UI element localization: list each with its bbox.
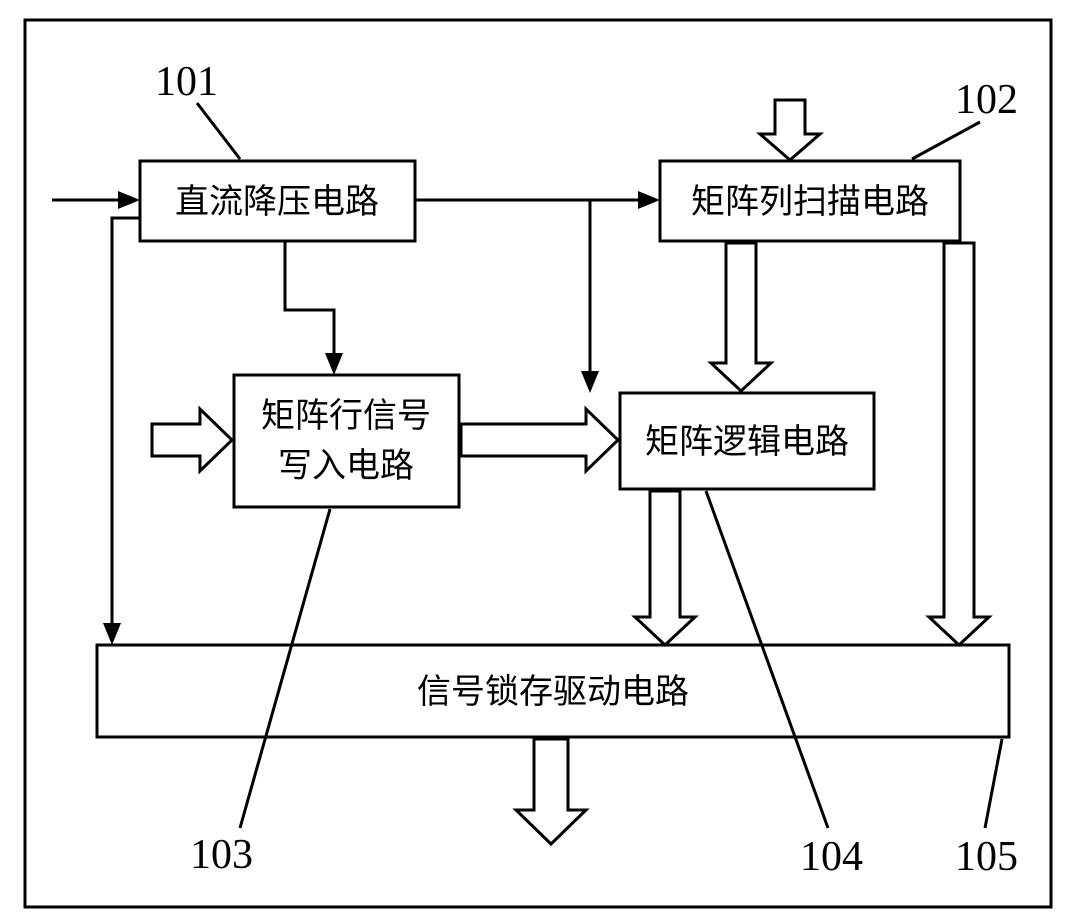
hollow-arrow-102-to-105: [929, 243, 989, 645]
ref-102-text: 102: [955, 77, 1018, 123]
ref-101: 101: [155, 59, 240, 159]
arrow-101-to-105: [103, 218, 140, 645]
hollow-arrow-105-out: [516, 739, 586, 844]
arrow-in-101: [52, 191, 140, 209]
arrow-101-to-102: [415, 191, 660, 209]
ref-103-text: 103: [190, 832, 253, 878]
ref-103: 103: [190, 509, 330, 878]
hollow-arrow-104-to-105: [635, 491, 695, 645]
ref-101-text: 101: [155, 59, 218, 105]
hollow-arrow-103-to-104: [461, 409, 618, 471]
arrow-branch-to-104: [581, 200, 599, 393]
block-101: 直流降压电路: [140, 161, 415, 241]
hollow-arrow-into-103: [152, 409, 232, 471]
block-103-line2: 写入电路: [278, 447, 414, 485]
block-102: 矩阵列扫描电路: [660, 161, 960, 241]
hollow-arrow-102-to-104: [711, 243, 771, 391]
ref-104-text: 104: [800, 834, 863, 880]
ref-105: 105: [955, 739, 1018, 880]
block-105: 信号锁存驱动电路: [97, 645, 1009, 737]
block-105-label: 信号锁存驱动电路: [417, 673, 689, 711]
ref-102: 102: [912, 77, 1018, 159]
block-103: 矩阵行信号 写入电路: [234, 375, 459, 507]
block-102-label: 矩阵列扫描电路: [691, 183, 929, 221]
block-104: 矩阵逻辑电路: [620, 393, 874, 489]
block-101-label: 直流降压电路: [175, 183, 379, 221]
ref-104: 104: [706, 491, 863, 880]
block-104-label: 矩阵逻辑电路: [645, 423, 849, 461]
hollow-arrow-into-102: [760, 100, 820, 160]
block-103-line1: 矩阵行信号: [261, 397, 431, 435]
ref-105-text: 105: [955, 834, 1018, 880]
arrow-101-to-103: [285, 241, 343, 375]
